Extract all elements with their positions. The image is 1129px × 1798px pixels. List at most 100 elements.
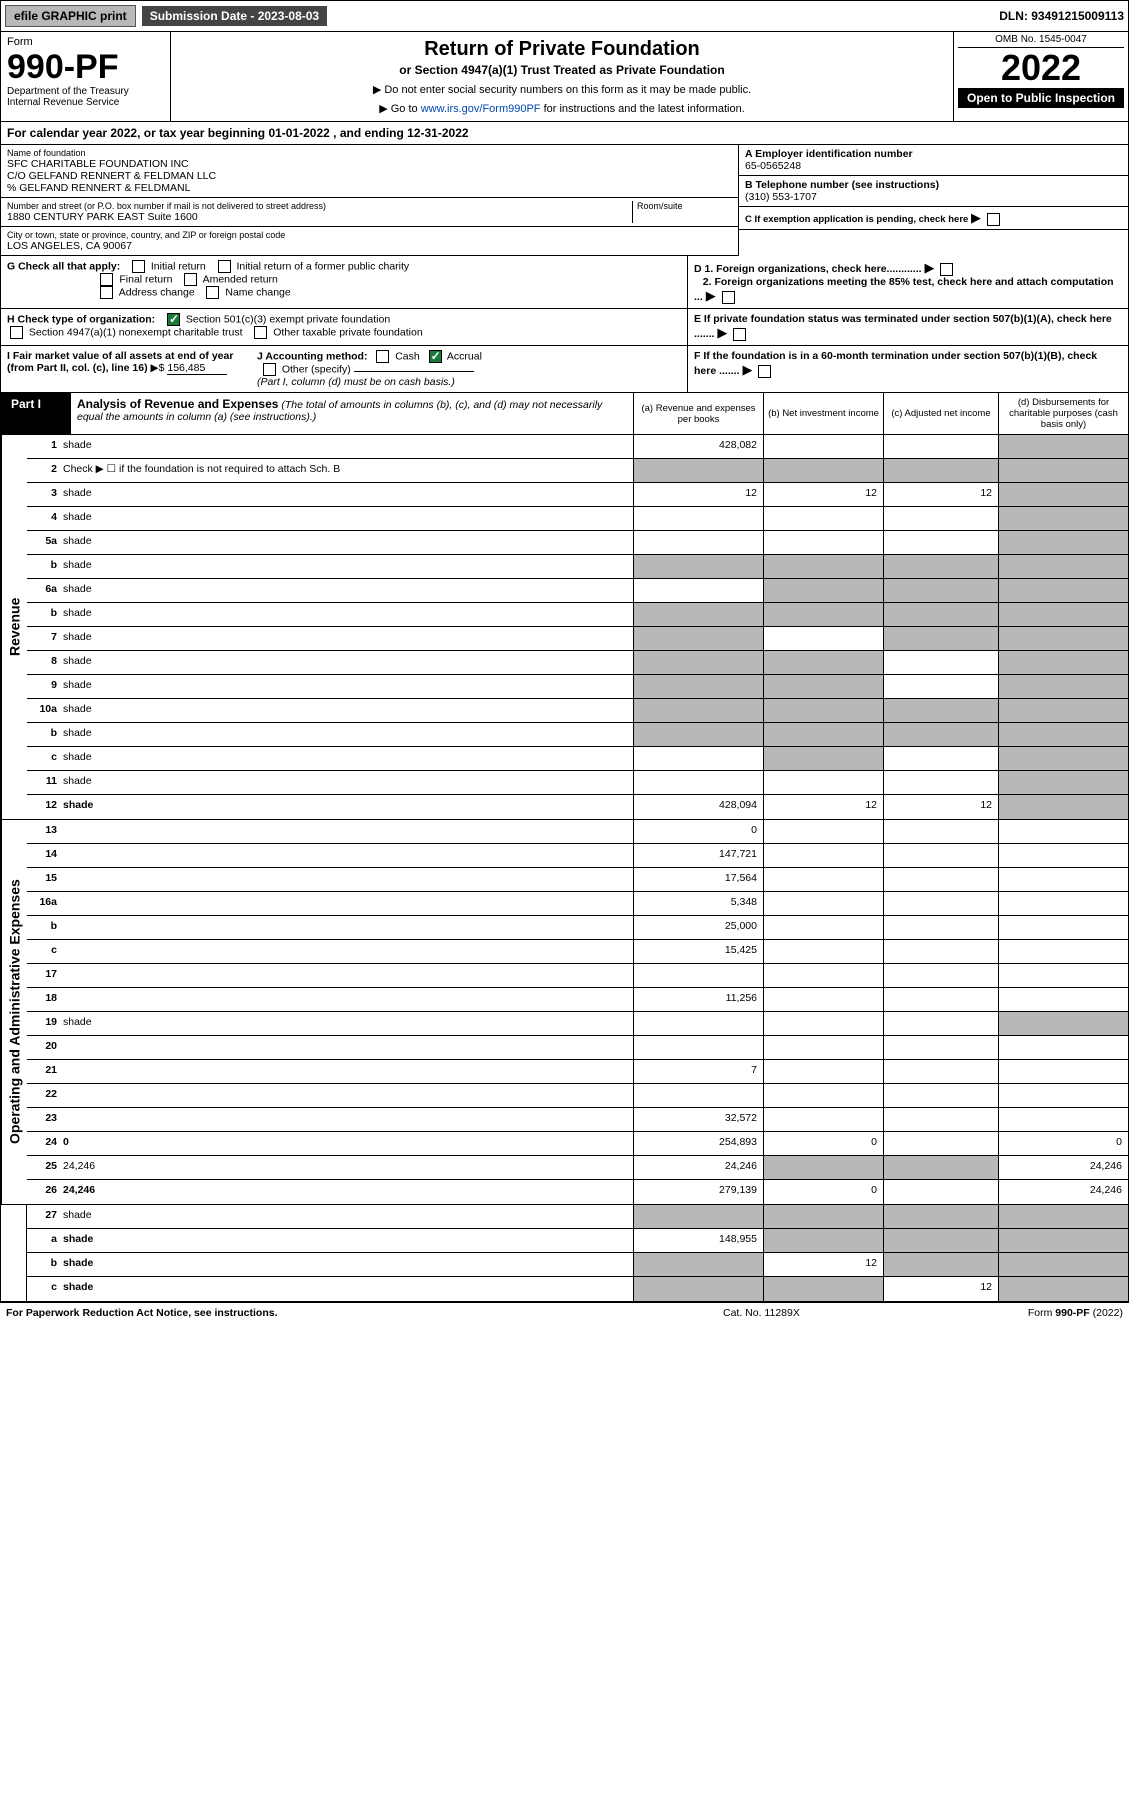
table-row: 4shade — [27, 507, 1128, 531]
f-label: F If the foundation is in a 60-month ter… — [694, 350, 1097, 377]
table-row: 14147,721 — [27, 844, 1128, 868]
submission-date: Submission Date - 2023-08-03 — [142, 6, 327, 26]
table-row: 20 — [27, 1036, 1128, 1060]
form-number: 990-PF — [7, 50, 164, 84]
form-title: Return of Private Foundation — [177, 38, 947, 61]
table-row: 22 — [27, 1084, 1128, 1108]
c-checkbox[interactable] — [987, 213, 1000, 226]
table-row: bshade — [27, 723, 1128, 747]
h-other[interactable] — [254, 326, 267, 339]
final-section: 27shadeashade148,955bshade12cshade12 — [0, 1205, 1129, 1302]
part1-header: Part I Analysis of Revenue and Expenses … — [0, 393, 1129, 435]
expenses-section: Operating and Administrative Expenses 13… — [0, 820, 1129, 1205]
calendar-year: For calendar year 2022, or tax year begi… — [0, 122, 1129, 145]
form-word: Form — [7, 36, 164, 48]
g-initial[interactable] — [132, 260, 145, 273]
table-row: bshade12 — [27, 1253, 1128, 1277]
i-value: 156,485 — [167, 362, 227, 375]
table-row: cshade — [27, 747, 1128, 771]
omb: OMB No. 1545-0047 — [958, 34, 1124, 48]
j-note: (Part I, column (d) must be on cash basi… — [257, 376, 455, 388]
d1: D 1. Foreign organizations, check here..… — [694, 263, 922, 275]
g-amended[interactable] — [184, 273, 197, 286]
j-cash[interactable] — [376, 350, 389, 363]
paperwork-notice: For Paperwork Reduction Act Notice, see … — [6, 1307, 723, 1319]
table-row: ashade148,955 — [27, 1229, 1128, 1253]
table-row: b25,000 — [27, 916, 1128, 940]
name-label: Name of foundation — [7, 148, 732, 158]
table-row: 9shade — [27, 675, 1128, 699]
form-header: Form 990-PF Department of the Treasury I… — [0, 32, 1129, 122]
efile-button[interactable]: efile GRAPHIC print — [5, 5, 136, 27]
foundation-name: SFC CHARITABLE FOUNDATION INC C/O GELFAN… — [7, 158, 732, 194]
g-label: G Check all that apply: — [7, 260, 120, 272]
e-checkbox[interactable] — [733, 328, 746, 341]
j-other[interactable] — [263, 363, 276, 376]
footer: For Paperwork Reduction Act Notice, see … — [0, 1302, 1129, 1323]
note-ssn: ▶ Do not enter social security numbers o… — [177, 83, 947, 96]
g-final[interactable] — [100, 273, 113, 286]
table-row: 17 — [27, 964, 1128, 988]
department: Department of the Treasury Internal Reve… — [7, 86, 164, 108]
revenue-label: Revenue — [1, 435, 27, 819]
table-row: 19shade — [27, 1012, 1128, 1036]
tel-label: B Telephone number (see instructions) — [745, 179, 939, 191]
part1-desc: Analysis of Revenue and Expenses (The to… — [71, 393, 633, 434]
cat-no: Cat. No. 11289X — [723, 1307, 923, 1319]
top-bar: efile GRAPHIC print Submission Date - 20… — [0, 0, 1129, 32]
ein-label: A Employer identification number — [745, 148, 913, 160]
h-501c3[interactable] — [167, 313, 180, 326]
ein: 65-0565248 — [745, 160, 801, 172]
table-row: 12shade428,0941212 — [27, 795, 1128, 819]
form-ref: Form 990-PF (2022) — [923, 1307, 1123, 1319]
section-i-j-f: I Fair market value of all assets at end… — [0, 346, 1129, 393]
h-4947[interactable] — [10, 326, 23, 339]
table-row: bshade — [27, 555, 1128, 579]
table-row: 11shade — [27, 771, 1128, 795]
j-label: J Accounting method: — [257, 350, 367, 362]
g-name[interactable] — [206, 286, 219, 299]
g-initial-former[interactable] — [218, 260, 231, 273]
table-row: 2Check ▶ ☐ if the foundation is not requ… — [27, 459, 1128, 483]
col-a-hdr: (a) Revenue and expenses per books — [633, 393, 763, 434]
j-accrual[interactable] — [429, 350, 442, 363]
d2: 2. Foreign organizations meeting the 85%… — [694, 276, 1114, 303]
header-right: OMB No. 1545-0047 2022 Open to Public In… — [953, 32, 1128, 121]
room-label: Room/suite — [637, 201, 732, 211]
expenses-label: Operating and Administrative Expenses — [1, 820, 27, 1204]
col-c-hdr: (c) Adjusted net income — [883, 393, 998, 434]
table-row: 2524,24624,24624,246 — [27, 1156, 1128, 1180]
table-row: 7shade — [27, 627, 1128, 651]
col-b-hdr: (b) Net investment income — [763, 393, 883, 434]
e-label: E If private foundation status was termi… — [694, 313, 1112, 340]
header-left: Form 990-PF Department of the Treasury I… — [1, 32, 171, 121]
d2-checkbox[interactable] — [722, 291, 735, 304]
addr-label: Number and street (or P.O. box number if… — [7, 201, 632, 211]
part1-label: Part I — [1, 393, 71, 434]
g-address[interactable] — [100, 286, 113, 299]
revenue-section: Revenue 1shade428,0822Check ▶ ☐ if the f… — [0, 435, 1129, 820]
table-row: 8shade — [27, 651, 1128, 675]
table-row: 6ashade — [27, 579, 1128, 603]
h-label: H Check type of organization: — [7, 313, 155, 325]
table-row: 1shade428,082 — [27, 435, 1128, 459]
irs-link[interactable]: www.irs.gov/Form990PF — [421, 103, 541, 115]
table-row: bshade — [27, 603, 1128, 627]
table-row: 5ashade — [27, 531, 1128, 555]
section-h-e: H Check type of organization: Section 50… — [0, 309, 1129, 346]
table-row: cshade12 — [27, 1277, 1128, 1301]
section-g-d: G Check all that apply: Initial return I… — [0, 256, 1129, 309]
dln: DLN: 93491215009113 — [999, 9, 1124, 23]
address: 1880 CENTURY PARK EAST Suite 1600 — [7, 211, 632, 223]
entity-info: Name of foundation SFC CHARITABLE FOUNDA… — [0, 145, 1129, 256]
note-link: ▶ Go to www.irs.gov/Form990PF for instru… — [177, 102, 947, 115]
tax-year: 2022 — [958, 48, 1124, 88]
header-mid: Return of Private Foundation or Section … — [171, 32, 953, 121]
c-label: C If exemption application is pending, c… — [745, 214, 968, 225]
open-public: Open to Public Inspection — [958, 88, 1124, 108]
f-checkbox[interactable] — [758, 365, 771, 378]
table-row: 10ashade — [27, 699, 1128, 723]
city-label: City or town, state or province, country… — [7, 230, 732, 240]
table-row: 1811,256 — [27, 988, 1128, 1012]
d1-checkbox[interactable] — [940, 263, 953, 276]
